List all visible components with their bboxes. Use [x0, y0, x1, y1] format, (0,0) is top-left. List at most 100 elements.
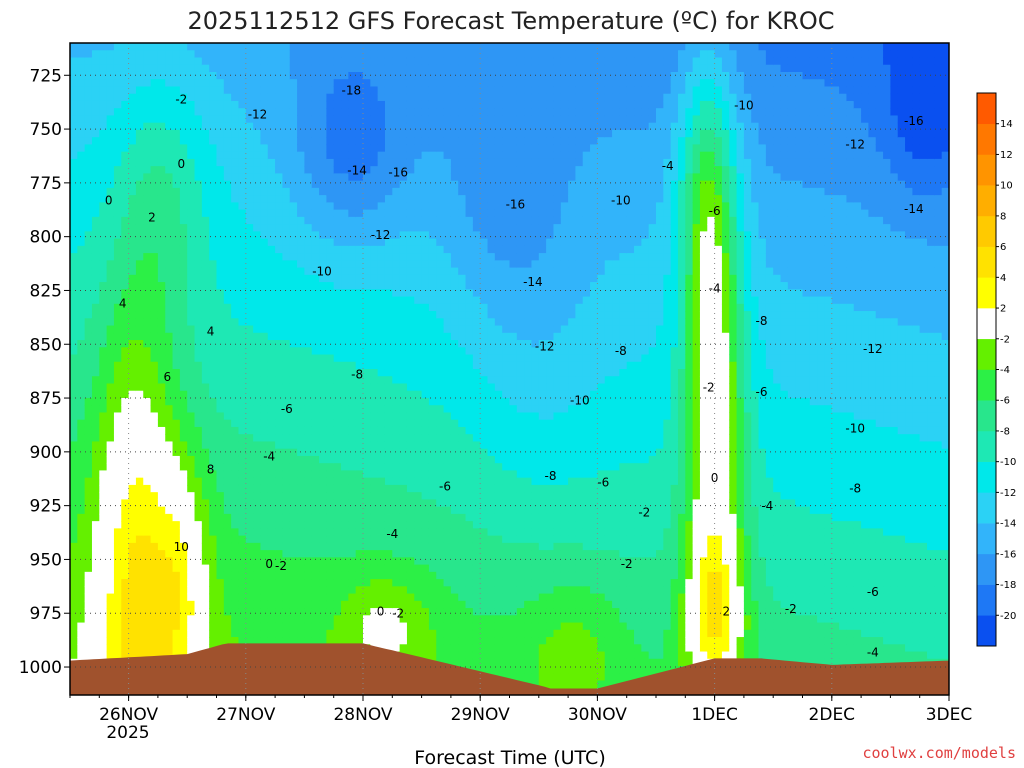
field-cell [238, 137, 247, 146]
field-cell [392, 86, 401, 95]
field-cell [267, 615, 276, 624]
field-cell [201, 484, 210, 493]
field-cell [421, 129, 430, 138]
field-cell [99, 216, 108, 225]
field-cell [128, 550, 137, 558]
field-cell [113, 383, 122, 392]
field-cell [194, 629, 203, 638]
field-cell [311, 325, 320, 334]
field-cell [260, 629, 269, 638]
field-cell [106, 542, 115, 551]
field-cell [450, 535, 459, 544]
field-cell [443, 376, 452, 385]
field-cell [150, 455, 159, 464]
field-cell [231, 383, 240, 392]
field-cell [113, 57, 122, 66]
field-cell [106, 426, 115, 435]
field-cell [341, 79, 349, 88]
field-cell [150, 296, 159, 305]
field-cell [458, 303, 467, 312]
field-cell [319, 492, 327, 500]
field-cell [157, 347, 166, 356]
field-cell [231, 115, 240, 124]
field-cell [392, 586, 401, 595]
field-cell [370, 100, 379, 109]
field-cell [194, 622, 203, 631]
field-cell [194, 528, 203, 537]
field-cell [121, 231, 130, 240]
field-cell [84, 289, 93, 298]
field-cell [238, 369, 247, 377]
field-cell [406, 151, 415, 160]
field-cell [260, 195, 269, 203]
field-cell [399, 521, 408, 529]
field-cell [311, 637, 320, 645]
field-cell [297, 600, 305, 609]
field-cell [253, 137, 262, 146]
field-cell [428, 637, 437, 645]
field-cell [238, 129, 247, 138]
field-cell [143, 151, 152, 160]
field-cell [157, 506, 166, 515]
field-cell [421, 412, 430, 421]
field-cell [121, 238, 130, 247]
field-cell [201, 122, 210, 131]
field-cell [421, 369, 430, 377]
field-cell [172, 492, 181, 500]
field-cell [260, 202, 269, 211]
field-cell [348, 187, 357, 196]
field-cell [194, 50, 203, 59]
field-cell [157, 397, 166, 406]
field-cell [472, 253, 481, 261]
field-cell [370, 289, 379, 298]
field-cell [209, 43, 218, 51]
field-cell [172, 137, 181, 146]
field-cell [179, 318, 188, 327]
field-cell [106, 71, 115, 80]
field-cell [70, 484, 78, 493]
field-cell [472, 129, 481, 138]
field-cell [297, 71, 305, 80]
field-cell [282, 528, 291, 537]
field-cell [253, 615, 262, 624]
field-cell [84, 303, 93, 312]
field-cell [157, 521, 166, 529]
field-cell [143, 332, 152, 341]
field-cell [113, 195, 122, 203]
field-cell [113, 347, 122, 356]
field-cell [121, 318, 130, 327]
field-cell [121, 332, 130, 341]
field-cell [443, 390, 452, 399]
field-cell [91, 311, 100, 319]
field-cell [231, 463, 240, 472]
field-cell [355, 122, 364, 131]
field-cell [319, 593, 327, 602]
field-cell [106, 195, 115, 203]
field-cell [399, 93, 408, 102]
field-cell [106, 477, 115, 486]
field-cell [326, 354, 335, 363]
field-cell [121, 361, 130, 370]
field-cell [377, 158, 386, 167]
field-cell [260, 325, 269, 334]
field-cell [465, 369, 474, 377]
field-cell [384, 397, 393, 406]
field-cell [436, 274, 445, 283]
field-cell [297, 209, 305, 218]
field-cell [399, 441, 408, 450]
field-cell [223, 93, 232, 102]
field-cell [128, 484, 137, 493]
field-cell [384, 383, 393, 392]
field-cell [304, 158, 313, 167]
field-cell [150, 202, 159, 211]
field-cell [253, 361, 262, 370]
field-cell [99, 151, 108, 160]
field-cell [326, 615, 335, 624]
field-cell [135, 521, 144, 529]
field-cell [143, 158, 152, 167]
field-cell [150, 615, 159, 624]
field-cell [465, 115, 474, 124]
field-cell [370, 608, 379, 616]
field-cell [91, 484, 100, 493]
field-cell [113, 571, 122, 580]
